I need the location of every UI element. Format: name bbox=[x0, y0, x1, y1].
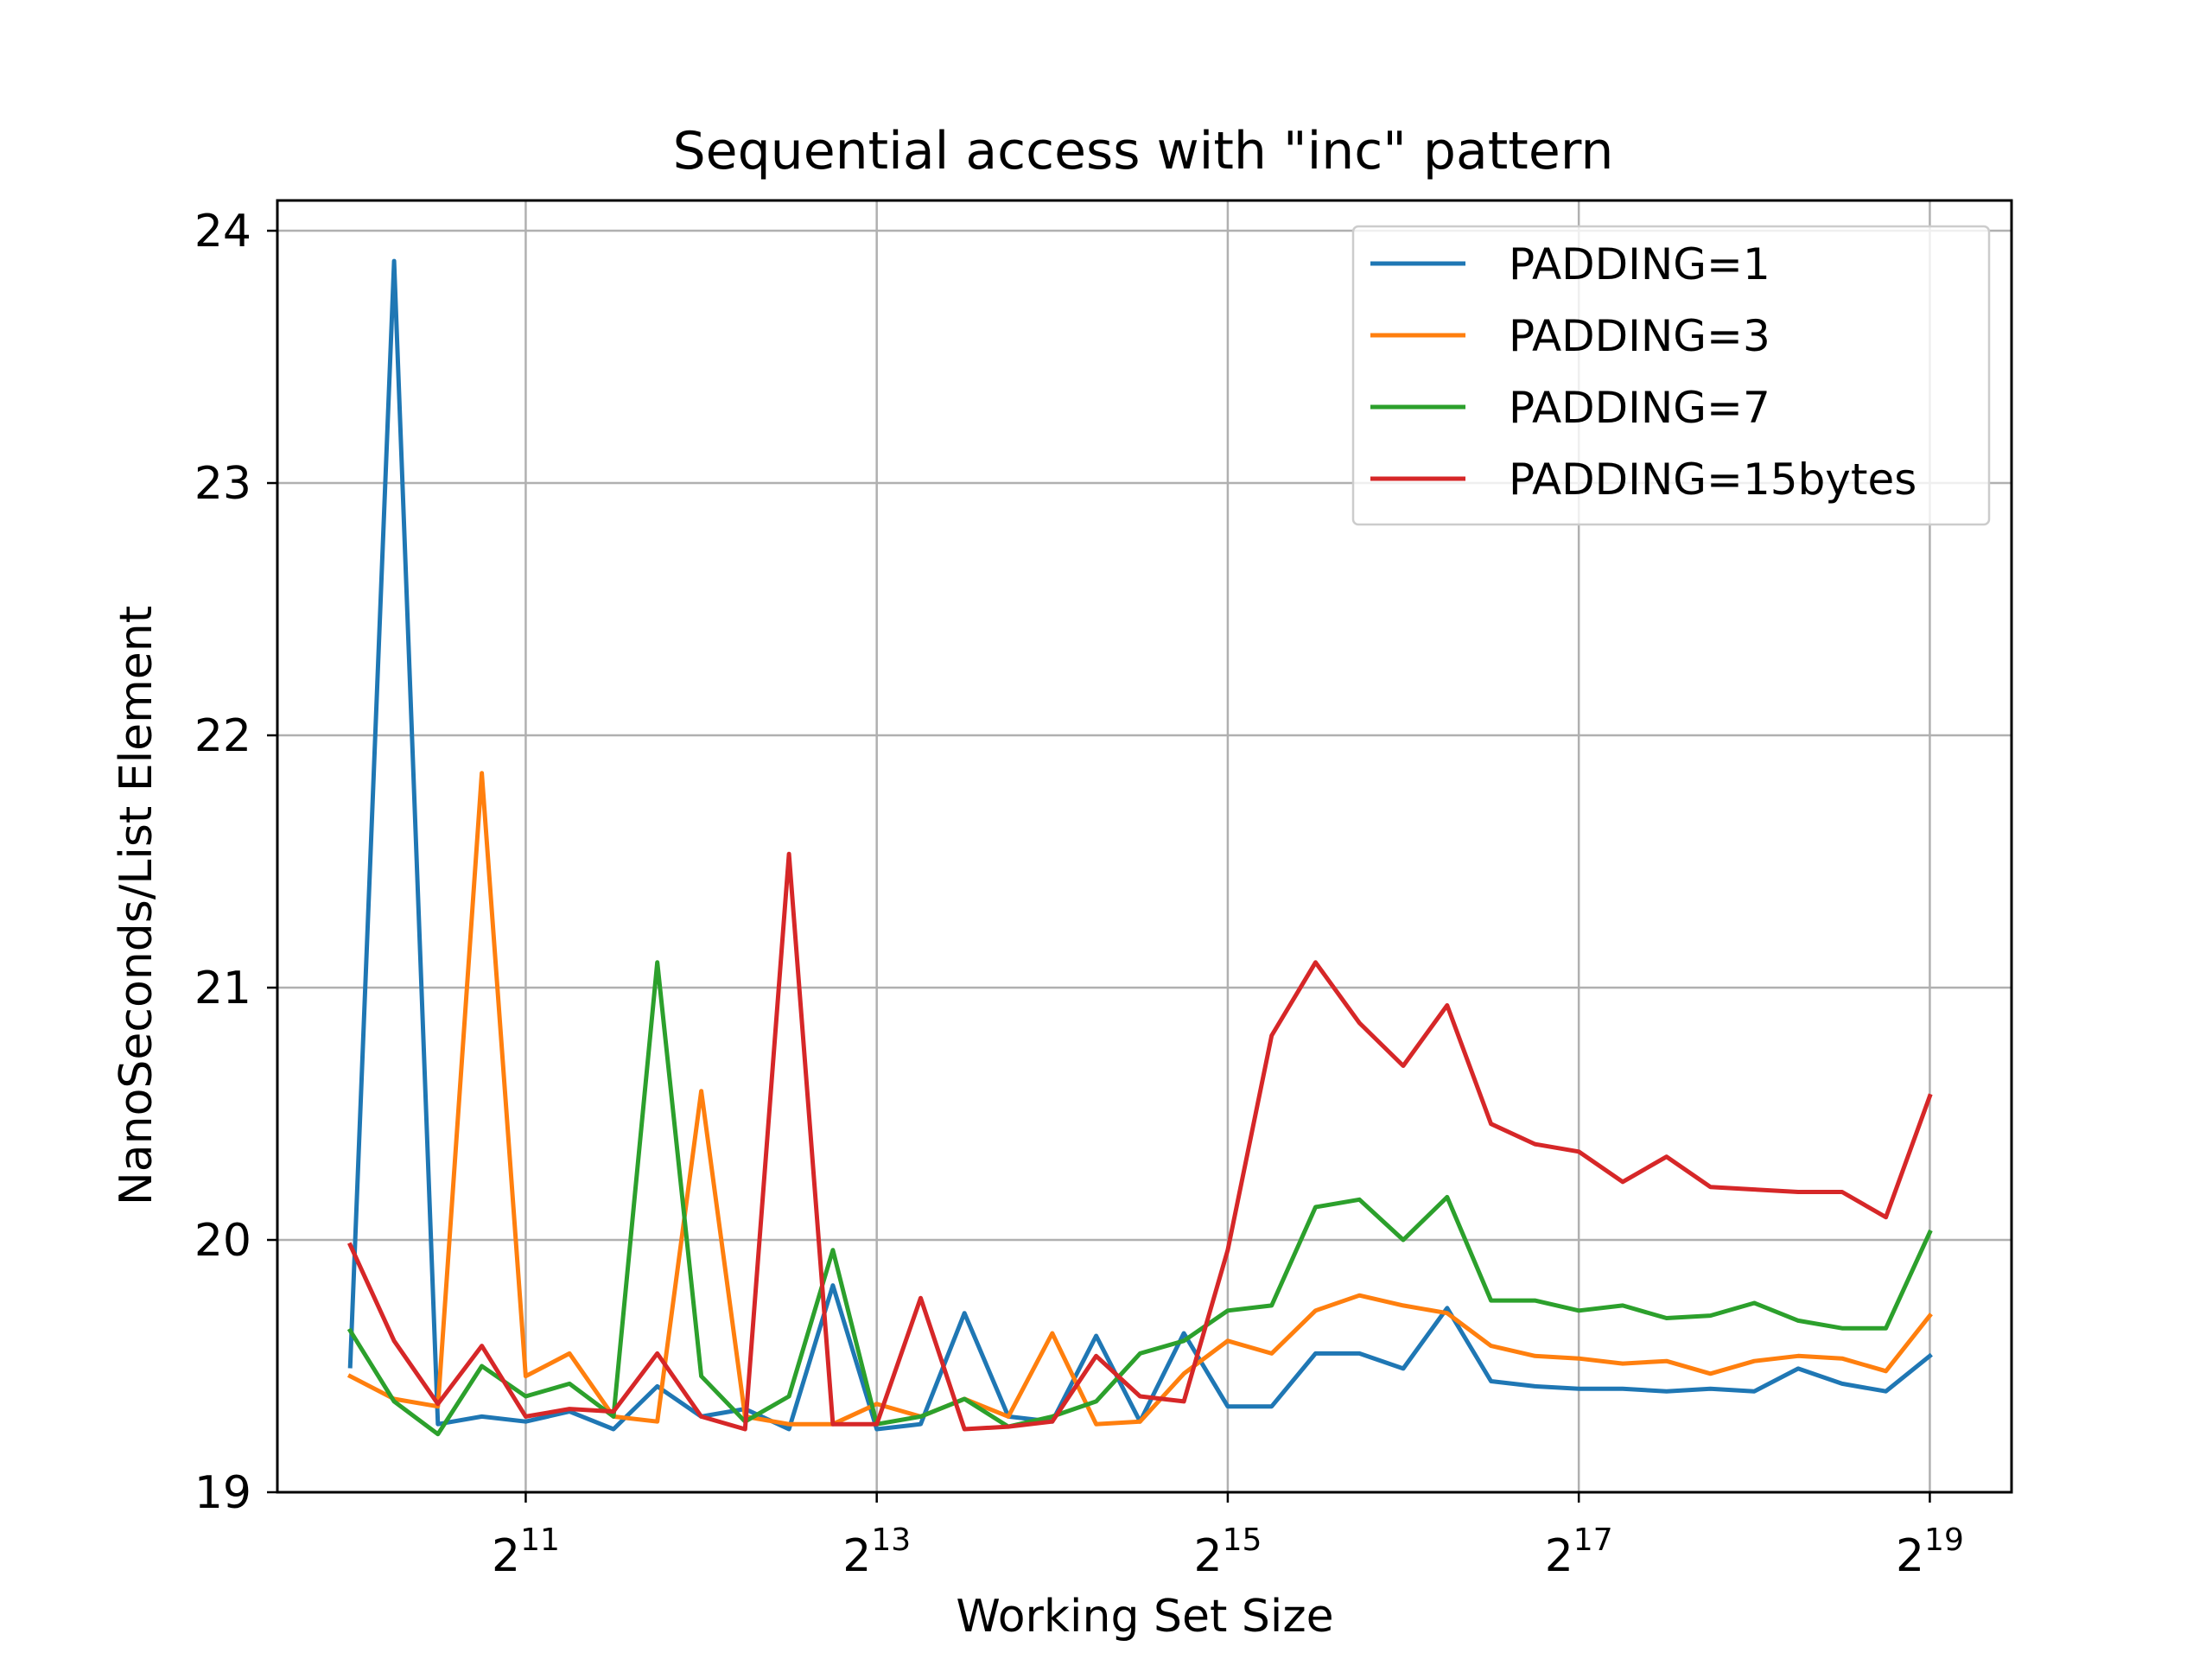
x-axis-label: Working Set Size bbox=[956, 1591, 1333, 1643]
x-tick-base: 2 bbox=[1896, 1530, 1924, 1582]
legend-label: PADDING=1 bbox=[1509, 239, 1770, 289]
x-tick-label: 219 bbox=[1896, 1522, 1964, 1582]
x-tick-exponent: 11 bbox=[520, 1522, 560, 1558]
x-tick-base: 2 bbox=[1193, 1530, 1222, 1582]
y-tick-label: 22 bbox=[194, 710, 251, 762]
x-tick-base: 2 bbox=[492, 1530, 520, 1582]
x-tick-label: 215 bbox=[1193, 1522, 1262, 1582]
legend: PADDING=1 PADDING=3 PADDING=7 PADDING=15byt… bbox=[1351, 225, 1991, 526]
series-line-padding-7 bbox=[346, 960, 1933, 1437]
x-tick-exponent: 13 bbox=[871, 1522, 911, 1558]
plot-frame bbox=[276, 199, 2013, 1494]
x-tick-label: 211 bbox=[492, 1522, 560, 1582]
x-tick-exponent: 15 bbox=[1223, 1522, 1262, 1558]
x-tick-label: 213 bbox=[842, 1522, 911, 1582]
legend-label: PADDING=7 bbox=[1509, 383, 1770, 433]
y-tick-label: 20 bbox=[194, 1215, 251, 1267]
legend-label: PADDING=3 bbox=[1509, 311, 1770, 361]
x-tick-base: 2 bbox=[1545, 1530, 1573, 1582]
y-tick-label: 19 bbox=[194, 1467, 251, 1519]
x-tick-base: 2 bbox=[842, 1530, 871, 1582]
x-tick-exponent: 19 bbox=[1924, 1522, 1964, 1558]
chart-title: Sequential access with "inc" pattern bbox=[673, 121, 1614, 181]
legend-box bbox=[1351, 225, 1991, 526]
legend-label: PADDING=15bytes bbox=[1509, 454, 1916, 505]
y-axis-label: NanoSeconds/List Element bbox=[111, 606, 162, 1205]
y-tick-label: 23 bbox=[194, 458, 251, 510]
y-axis: 19 20 21 22 23 24 bbox=[194, 206, 277, 1519]
x-axis: 211 213 215 217 219 bbox=[492, 1492, 1964, 1582]
x-tick-label: 217 bbox=[1545, 1522, 1613, 1582]
x-tick-exponent: 17 bbox=[1573, 1522, 1613, 1558]
series-line-padding-15bytes bbox=[346, 851, 1933, 1432]
series-layer bbox=[346, 258, 1933, 1437]
y-tick-label: 21 bbox=[194, 963, 251, 1014]
y-tick-label: 24 bbox=[194, 206, 251, 257]
